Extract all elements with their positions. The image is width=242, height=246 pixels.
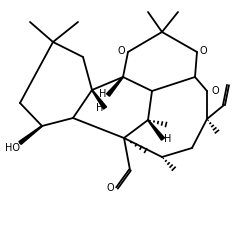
Polygon shape xyxy=(106,77,123,96)
Text: O: O xyxy=(200,46,208,56)
Polygon shape xyxy=(19,126,42,144)
Text: H: H xyxy=(99,89,106,99)
Polygon shape xyxy=(148,120,165,140)
Text: H: H xyxy=(164,134,171,144)
Text: O: O xyxy=(212,86,220,96)
Text: HO: HO xyxy=(6,143,21,153)
Text: H: H xyxy=(96,103,103,113)
Text: O: O xyxy=(106,183,114,193)
Text: O: O xyxy=(117,46,125,56)
Polygon shape xyxy=(92,90,106,109)
